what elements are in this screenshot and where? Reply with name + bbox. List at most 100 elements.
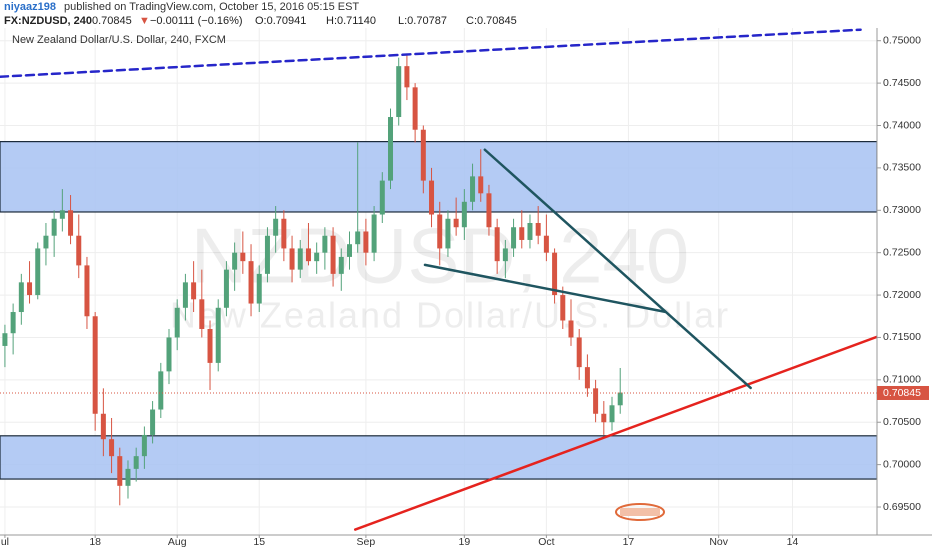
- candle-body: [305, 248, 311, 262]
- candle-body: [363, 231, 369, 253]
- candle-body: [256, 273, 262, 304]
- candle-body: [576, 337, 582, 368]
- candle-body: [412, 87, 418, 130]
- candles: [2, 53, 623, 506]
- candle-body: [281, 218, 287, 249]
- candle-body: [51, 218, 57, 236]
- candle-body: [584, 367, 590, 389]
- trend-line: [0, 28, 862, 78]
- candle-body: [68, 210, 74, 236]
- zone: [0, 141, 877, 213]
- y-tick-label: 0.69500: [883, 501, 921, 513]
- candle-body: [527, 223, 533, 240]
- last-price-box: [877, 385, 929, 400]
- y-tick-label: 0.74000: [883, 119, 921, 131]
- header-last: 0.70845: [92, 15, 132, 27]
- candle-body: [158, 371, 164, 410]
- candle-body: [543, 235, 549, 253]
- candle-body: [453, 218, 459, 228]
- candle-body: [59, 210, 65, 219]
- candle-body: [141, 434, 147, 457]
- candle-body: [273, 218, 279, 236]
- candle-body: [388, 117, 394, 181]
- y-tick-label: 0.75000: [883, 34, 921, 46]
- candle-body: [486, 193, 492, 228]
- candle-body: [445, 218, 451, 249]
- candle-body: [264, 235, 270, 274]
- candle-body: [35, 248, 41, 296]
- header-open: O:0.70941: [255, 15, 306, 27]
- logo-band: [620, 508, 660, 516]
- candle-body: [617, 392, 623, 406]
- logo-ring: [615, 503, 665, 521]
- candle-body: [125, 468, 131, 486]
- candle-body: [150, 409, 156, 435]
- candle-body: [215, 307, 221, 363]
- candle-body: [568, 320, 574, 338]
- candle-body: [314, 252, 320, 262]
- y-tick-label: 0.74500: [883, 77, 921, 89]
- candle-body: [191, 282, 197, 300]
- x-tick-label: 14: [787, 536, 799, 548]
- candle-body: [461, 201, 467, 228]
- candle-body: [76, 235, 82, 266]
- candle-body: [232, 252, 238, 270]
- candle-body: [404, 66, 410, 88]
- candle-body: [478, 176, 484, 194]
- x-tick-label: 15: [253, 536, 265, 548]
- x-tick-label: ul: [1, 536, 9, 548]
- candle-body: [18, 282, 24, 313]
- candle-body: [371, 214, 377, 253]
- candle-body: [552, 252, 558, 296]
- candle-body: [92, 316, 98, 414]
- candle-body: [519, 227, 525, 240]
- x-tick-label: 17: [623, 536, 635, 548]
- candle-body: [289, 248, 295, 270]
- x-tick-label: Oct: [538, 536, 554, 548]
- header-close: C:0.70845: [466, 15, 517, 27]
- candle-body: [322, 235, 328, 253]
- candle-body: [355, 231, 361, 245]
- candle-body: [133, 456, 139, 469]
- candle-body: [207, 328, 213, 363]
- candle-body: [223, 269, 229, 308]
- header-high: H:0.71140: [326, 15, 376, 27]
- candle-body: [511, 227, 517, 249]
- candle-body: [248, 261, 254, 304]
- watermark-name: New Zealand Dollar/U.S. Dollar: [170, 295, 730, 336]
- x-tick-label: Sep: [357, 536, 376, 548]
- last-price-label: 0.70845: [883, 387, 921, 399]
- candle-body: [199, 299, 205, 329]
- candle-body: [27, 282, 33, 296]
- author[interactable]: niyaaz198: [4, 1, 56, 13]
- candle-body: [84, 265, 90, 317]
- candle-body: [601, 413, 607, 423]
- candle-body: [535, 223, 541, 236]
- y-tick-label: 0.73500: [883, 162, 921, 174]
- x-tick-label: Nov: [709, 536, 728, 548]
- candle-body: [117, 456, 123, 486]
- candle-body: [109, 439, 115, 457]
- header-arrow: ▼: [139, 15, 150, 27]
- x-tick-label: 18: [89, 536, 101, 548]
- candle-body: [43, 235, 49, 249]
- x-tick-label: Aug: [168, 536, 187, 548]
- y-tick-label: 0.70500: [883, 416, 921, 428]
- candle-body: [174, 307, 180, 338]
- candle-body: [297, 248, 303, 270]
- trend-line: [483, 148, 752, 390]
- candle-body: [429, 180, 435, 215]
- candle-body: [100, 413, 106, 440]
- candle-body: [420, 129, 426, 181]
- y-tick-label: 0.73000: [883, 204, 921, 216]
- candle-body: [502, 248, 508, 262]
- y-tick-label: 0.71000: [883, 374, 921, 386]
- candle-body: [593, 388, 599, 414]
- logo: [615, 503, 665, 521]
- y-tick-label: 0.71500: [883, 331, 921, 343]
- y-tick-label: 0.72500: [883, 246, 921, 258]
- trend-line: [423, 263, 667, 314]
- zone: [0, 435, 877, 480]
- header-change: −0.00111 (−0.16%): [150, 15, 243, 27]
